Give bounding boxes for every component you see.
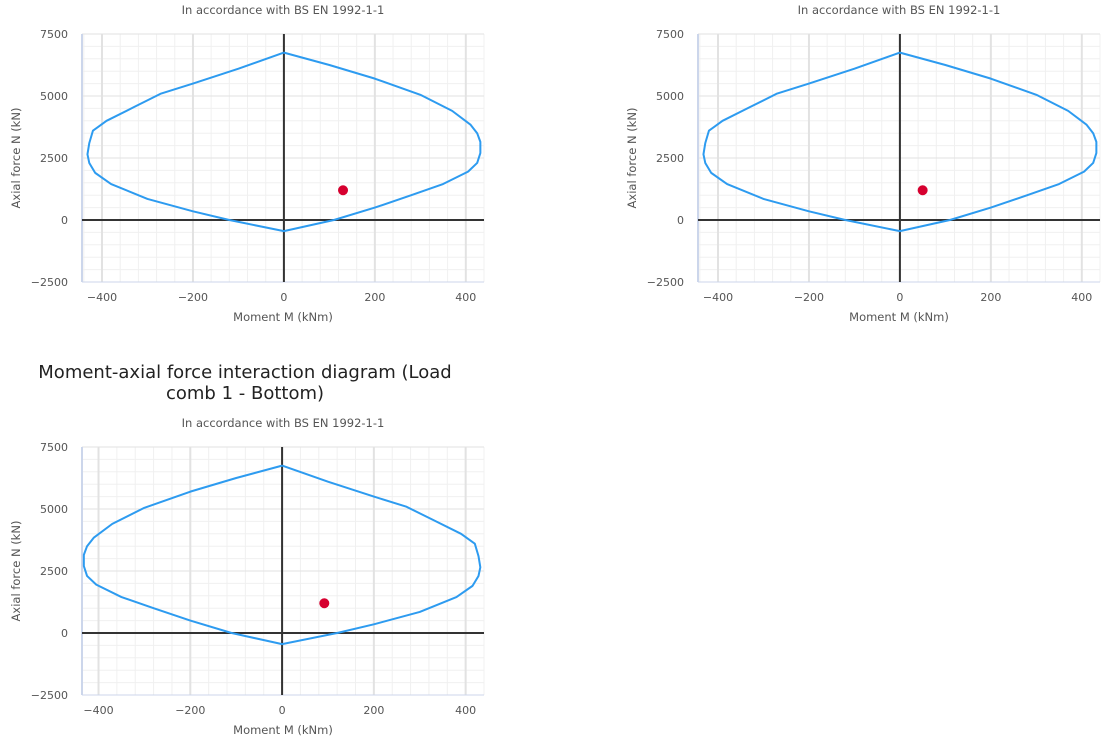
x-tick-label: 0	[896, 291, 903, 304]
x-tick-label: 200	[980, 291, 1001, 304]
x-axis-title: Moment M (kNm)	[233, 723, 333, 737]
y-tick-label: 0	[677, 214, 684, 227]
chart-top-right: In accordance with BS EN 1992-1-1 −400 −2…	[616, 0, 1109, 330]
y-tick-label: 0	[61, 627, 68, 640]
x-tick-label: −400	[87, 291, 117, 304]
x-tick-label: −200	[794, 291, 824, 304]
x-tick-label: 200	[364, 291, 385, 304]
load-point	[319, 598, 330, 609]
interaction-chart: −400 −200 0 200 400 −2500 0 2500 5000 7500 Moment …	[9, 441, 485, 737]
y-tick-label: −2500	[31, 276, 68, 289]
chart-subtitle: In accordance with BS EN 1992-1-1	[181, 416, 385, 430]
y-tick-label: 2500	[40, 152, 68, 165]
chart-subtitle: In accordance with BS EN 1992-1-1	[181, 3, 385, 17]
y-tick-label: 2500	[656, 152, 684, 165]
x-tick-label: 400	[1071, 291, 1092, 304]
x-axis-title: Moment M (kNm)	[233, 310, 333, 324]
y-tick-label: 0	[61, 214, 68, 227]
interaction-curve	[702, 51, 1098, 233]
y-tick-label: 2500	[40, 565, 68, 578]
interaction-chart: −400 −200 0 200 400 −2500 0 2500 5000 7500 Moment …	[9, 28, 485, 324]
load-point	[917, 185, 928, 196]
chart-top-left: In accordance with BS EN 1992-1-1 −400 −2…	[0, 0, 500, 330]
x-tick-label: 200	[363, 704, 384, 717]
chart-bottom-left: Moment-axial force interaction diagram (…	[0, 355, 500, 745]
x-tick-label: 400	[455, 704, 476, 717]
y-tick-label: 7500	[40, 441, 68, 454]
y-tick-label: 7500	[656, 28, 684, 41]
x-tick-label: −200	[178, 291, 208, 304]
y-tick-label: 7500	[40, 28, 68, 41]
load-point	[338, 185, 349, 196]
interaction-curve	[82, 464, 482, 646]
chart-subtitle: In accordance with BS EN 1992-1-1	[797, 3, 1001, 17]
interaction-curve	[86, 51, 482, 233]
y-tick-label: −2500	[647, 276, 684, 289]
x-tick-label: 0	[280, 291, 287, 304]
x-tick-label: 400	[455, 291, 476, 304]
y-axis-title: Axial force N (kN)	[9, 521, 23, 622]
x-tick-label: 0	[279, 704, 286, 717]
y-tick-label: −2500	[31, 689, 68, 702]
x-tick-label: −400	[83, 704, 113, 717]
y-tick-label: 5000	[656, 90, 684, 103]
y-axis-title: Axial force N (kN)	[9, 108, 23, 209]
interaction-chart: −400 −200 0 200 400 −2500 0 2500 5000 7500 Moment …	[625, 28, 1101, 324]
x-tick-label: −200	[175, 704, 205, 717]
y-axis-title: Axial force N (kN)	[625, 108, 639, 209]
x-tick-label: −400	[703, 291, 733, 304]
y-tick-label: 5000	[40, 90, 68, 103]
y-tick-label: 5000	[40, 503, 68, 516]
chart-title: Moment-axial force interaction diagram (…	[38, 362, 452, 404]
x-axis-title: Moment M (kNm)	[849, 310, 949, 324]
